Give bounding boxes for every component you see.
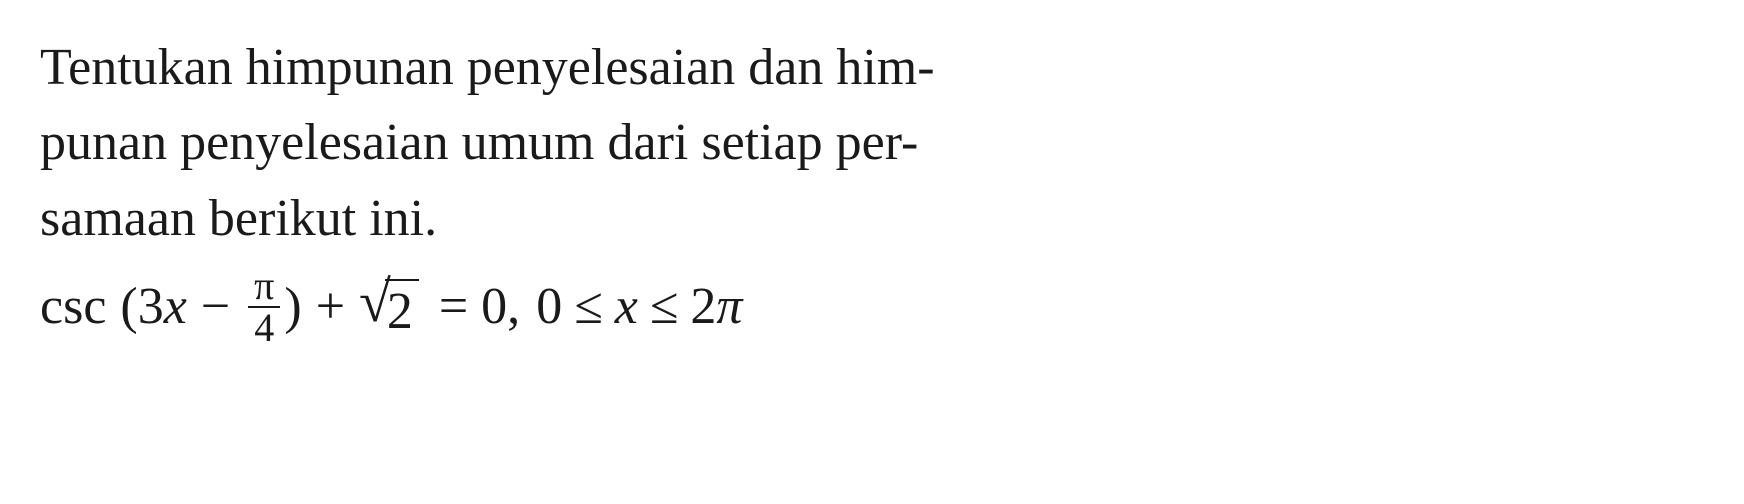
sqrt-sign-icon: √ [359, 273, 391, 331]
text-line-3: samaan berikut ini. [40, 181, 1704, 256]
coefficient-3: 3 [138, 269, 164, 344]
problem-text-block: Tentukan himpunan penyelesaian dan him- … [0, 0, 1744, 378]
text-line-2: punan penyelesaian umum dari setiap per- [40, 105, 1704, 180]
equals-zero-comma: = 0, [439, 269, 520, 344]
fraction-numerator: π [248, 266, 280, 306]
range-variable-x: x [615, 269, 638, 344]
right-paren: ) [284, 269, 301, 344]
less-equal-2: ≤ [650, 269, 679, 344]
less-equal-1: ≤ [574, 269, 603, 344]
minus-sign: − [201, 269, 230, 344]
fraction-pi-over-4: π 4 [248, 266, 280, 348]
sqrt-2: √ 2 [359, 275, 419, 340]
math-equation: csc ( 3 x − π 4 ) + √ 2 = 0, 0 ≤ x ≤ 2 π [40, 266, 1704, 348]
plus-sign: + [316, 269, 345, 344]
range-upper-coef: 2 [690, 269, 716, 344]
range-upper-pi: π [716, 269, 742, 344]
variable-x: x [164, 269, 187, 344]
fraction-denominator: 4 [248, 306, 280, 348]
range-lower-bound: 0 [536, 269, 562, 344]
csc-function: csc [40, 269, 106, 344]
left-paren: ( [120, 269, 137, 344]
text-line-1: Tentukan himpunan penyelesaian dan him- [40, 30, 1704, 105]
